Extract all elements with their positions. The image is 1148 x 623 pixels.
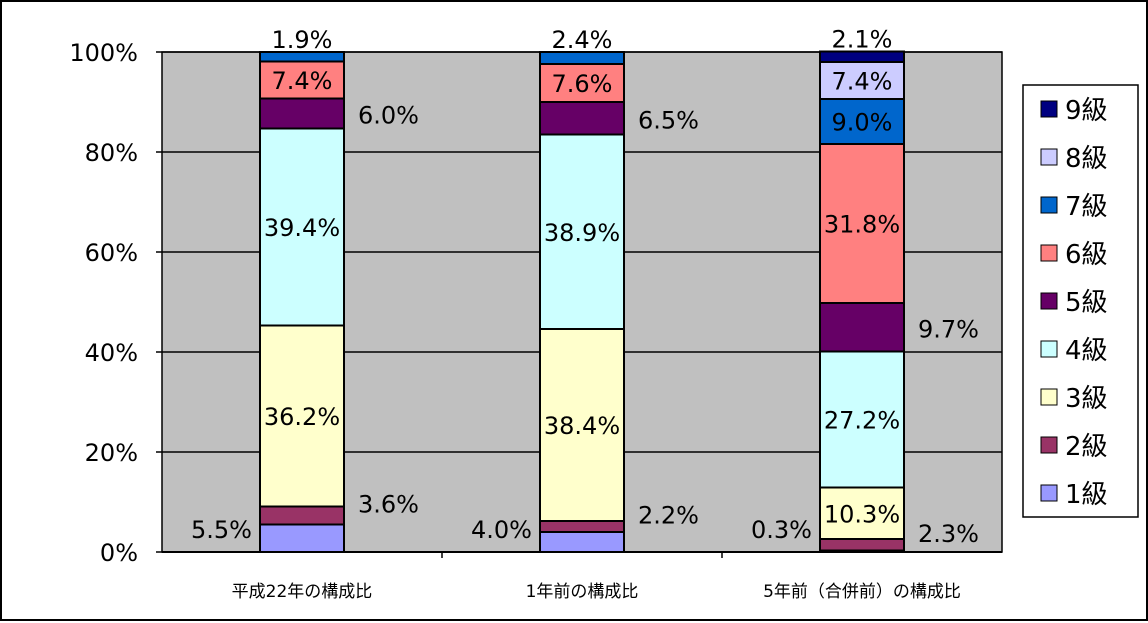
bar-segment (819, 143, 905, 304)
data-label: 38.4% (544, 412, 620, 440)
data-label: 2.1% (832, 26, 893, 54)
data-label: 31.8% (824, 211, 900, 239)
legend-swatch (1040, 148, 1058, 166)
category-label: 5年前（合併前）の構成比 (763, 582, 961, 602)
bar-segment (819, 50, 905, 63)
bar-segment (259, 505, 345, 526)
data-label: 7.4% (272, 67, 333, 95)
y-tick-label: 100% (69, 39, 138, 67)
legend-label: 2級 (1065, 432, 1108, 462)
data-label: 36.2% (264, 403, 340, 431)
y-tick-label: 80% (85, 139, 138, 167)
data-label: 5.5% (191, 516, 252, 544)
data-label: 3.6% (358, 491, 419, 519)
legend-swatch (1040, 484, 1058, 502)
data-label: 6.0% (358, 102, 419, 130)
bar-segment (539, 101, 625, 136)
data-label: 0.3% (751, 516, 812, 544)
bar-segment (819, 98, 905, 145)
data-label: 2.3% (918, 520, 979, 548)
category-label: 1年前の構成比 (526, 582, 639, 602)
bar-segment (259, 324, 345, 508)
legend-label: 5級 (1065, 288, 1108, 318)
y-tick-label: 0% (100, 539, 138, 567)
legend-label: 4級 (1065, 336, 1108, 366)
bar-segment (819, 302, 905, 353)
data-label: 10.3% (824, 500, 900, 528)
legend-label: 9級 (1065, 96, 1108, 126)
legend-swatch (1040, 340, 1058, 358)
legend-swatch (1040, 388, 1058, 406)
bar-segment (539, 520, 625, 533)
y-tick-label: 40% (85, 339, 138, 367)
bar-segment (259, 127, 345, 327)
category-label: 平成22年の構成比 (232, 582, 373, 602)
data-label: 4.0% (471, 516, 532, 544)
legend-label: 6級 (1065, 240, 1108, 270)
bar-segment (819, 538, 905, 552)
bar-segment (259, 60, 345, 100)
data-label: 2.4% (552, 26, 613, 54)
bar-segment (259, 97, 345, 130)
bar-segment (819, 61, 905, 100)
data-label: 7.6% (552, 70, 613, 98)
legend-swatch (1040, 244, 1058, 262)
y-tick-label: 20% (85, 439, 138, 467)
data-label: 7.4% (832, 68, 893, 96)
legend-swatch (1040, 196, 1058, 214)
bar-segment (539, 328, 625, 522)
data-label: 6.5% (638, 106, 699, 134)
bar-segment (539, 531, 625, 553)
data-label: 9.7% (918, 315, 979, 343)
legend-swatch (1040, 292, 1058, 310)
legend-label: 1級 (1065, 480, 1108, 510)
legend-swatch (1040, 100, 1058, 118)
legend-label: 3級 (1065, 384, 1108, 414)
bar-segment (259, 51, 345, 63)
legend-label: 7級 (1065, 192, 1108, 222)
bar-segment (539, 133, 625, 330)
bar-segment (259, 523, 345, 553)
bar-segment (819, 350, 905, 489)
legend-swatch (1040, 436, 1058, 454)
data-label: 9.0% (832, 109, 893, 137)
data-label: 39.4% (264, 214, 340, 242)
data-label: 2.2% (638, 502, 699, 530)
data-label: 38.9% (544, 219, 620, 247)
y-tick-label: 60% (85, 239, 138, 267)
data-label: 27.2% (824, 407, 900, 435)
data-label: 1.9% (272, 26, 333, 54)
bar-segment (539, 51, 625, 65)
legend-label: 8級 (1065, 144, 1108, 174)
